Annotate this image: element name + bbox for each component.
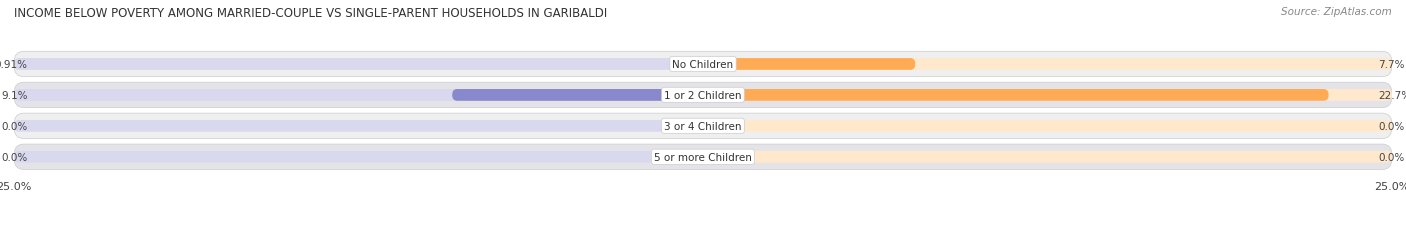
FancyBboxPatch shape	[14, 151, 703, 163]
FancyBboxPatch shape	[14, 59, 703, 70]
Text: 0.0%: 0.0%	[1378, 121, 1405, 131]
FancyBboxPatch shape	[703, 59, 915, 70]
FancyBboxPatch shape	[14, 90, 703, 101]
Text: Source: ZipAtlas.com: Source: ZipAtlas.com	[1281, 7, 1392, 17]
Text: 1 or 2 Children: 1 or 2 Children	[664, 91, 742, 100]
Text: INCOME BELOW POVERTY AMONG MARRIED-COUPLE VS SINGLE-PARENT HOUSEHOLDS IN GARIBAL: INCOME BELOW POVERTY AMONG MARRIED-COUPL…	[14, 7, 607, 20]
FancyBboxPatch shape	[703, 90, 1392, 101]
Text: No Children: No Children	[672, 60, 734, 70]
Text: 0.0%: 0.0%	[1378, 152, 1405, 162]
FancyBboxPatch shape	[14, 52, 1392, 77]
FancyBboxPatch shape	[14, 120, 703, 132]
FancyBboxPatch shape	[14, 114, 1392, 139]
Text: 0.0%: 0.0%	[1, 121, 28, 131]
Text: 0.0%: 0.0%	[1, 152, 28, 162]
Text: 22.7%: 22.7%	[1378, 91, 1406, 100]
Text: 7.7%: 7.7%	[1378, 60, 1405, 70]
FancyBboxPatch shape	[453, 90, 703, 101]
Text: 9.1%: 9.1%	[1, 91, 28, 100]
Text: 0.91%: 0.91%	[0, 60, 28, 70]
FancyBboxPatch shape	[14, 144, 1392, 170]
FancyBboxPatch shape	[703, 59, 1392, 70]
FancyBboxPatch shape	[14, 83, 1392, 108]
FancyBboxPatch shape	[678, 59, 703, 70]
FancyBboxPatch shape	[703, 151, 1392, 163]
Text: 3 or 4 Children: 3 or 4 Children	[664, 121, 742, 131]
Text: 5 or more Children: 5 or more Children	[654, 152, 752, 162]
FancyBboxPatch shape	[703, 90, 1329, 101]
FancyBboxPatch shape	[703, 120, 1392, 132]
